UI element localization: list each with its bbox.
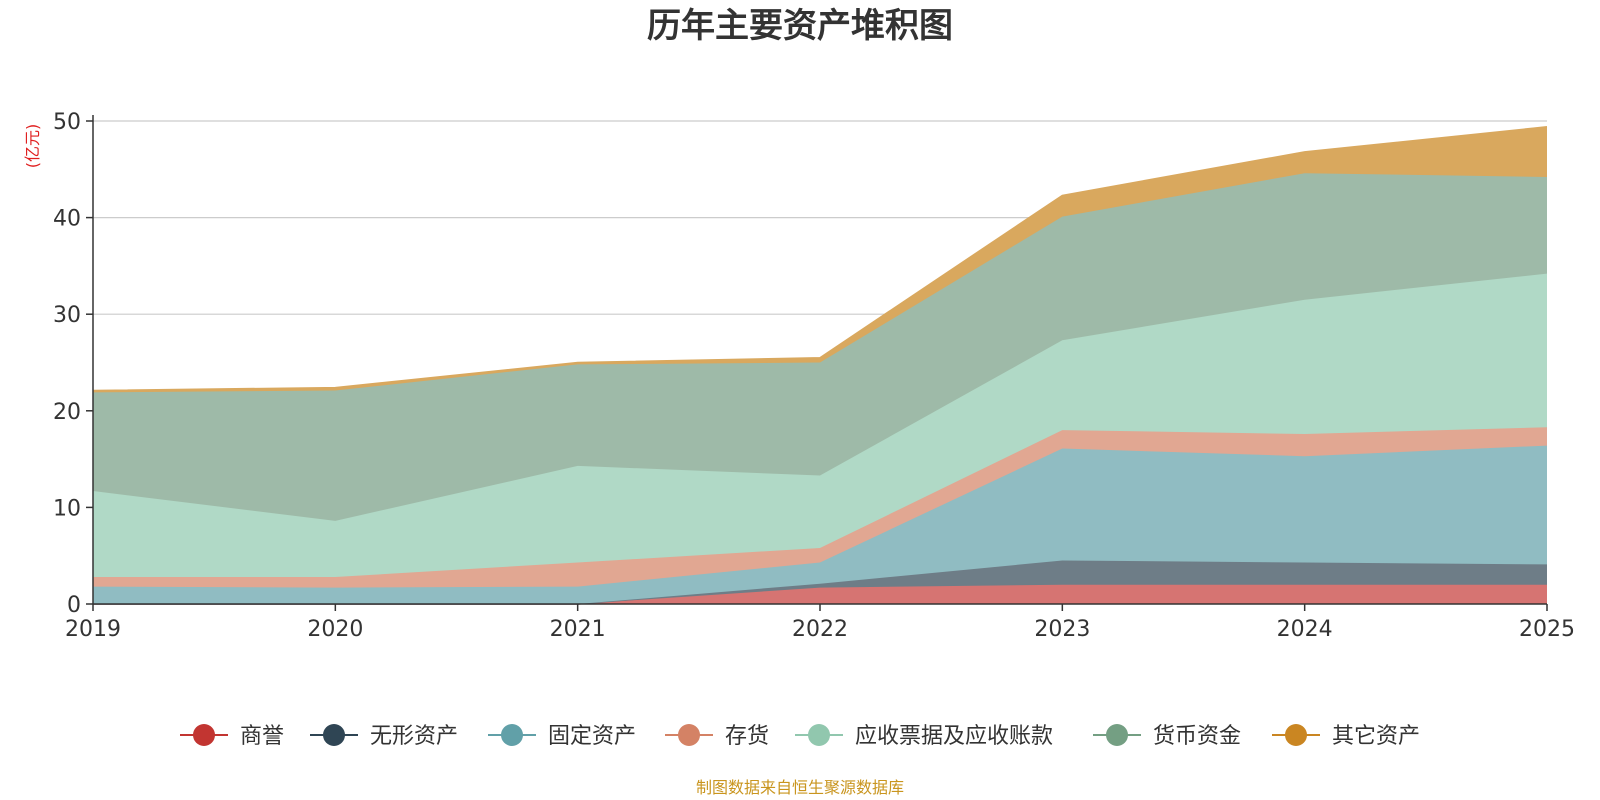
legend-marker-0 [193, 724, 215, 746]
y-tick-label-40: 40 [53, 207, 81, 232]
x-tick-label-2022: 2022 [792, 617, 848, 642]
legend-label-5: 货币资金 [1153, 724, 1241, 749]
y-tick-label-50: 50 [53, 110, 81, 135]
legend-item-1[interactable]: 无形资产 [310, 724, 458, 749]
legend-marker-5 [1106, 724, 1128, 746]
legend-item-2[interactable]: 固定资产 [488, 724, 636, 749]
legend-item-3[interactable]: 存货 [665, 724, 769, 749]
area-series-3 [93, 427, 1547, 588]
legend-marker-3 [678, 724, 700, 746]
area-edge-series-6 [92, 126, 1548, 392]
legend-label-3: 存货 [725, 724, 769, 749]
legend-label-2: 固定资产 [548, 724, 636, 749]
legend-item-5[interactable]: 货币资金 [1093, 724, 1241, 749]
legend-item-4[interactable]: 应收票据及应收账款 [795, 724, 1053, 749]
legend-marker-1 [323, 724, 345, 746]
y-axis-unit-label: (亿元) [23, 124, 42, 169]
y-tick-label-0: 0 [67, 593, 81, 618]
x-tick-label-2023: 2023 [1034, 617, 1090, 642]
legend-item-0[interactable]: 商誉 [180, 724, 284, 749]
legend-label-4: 应收票据及应收账款 [855, 724, 1053, 749]
area-series-6 [93, 126, 1547, 393]
legend-label-0: 商誉 [240, 724, 284, 749]
area-series-1 [93, 560, 1547, 604]
x-tick-label-2021: 2021 [550, 617, 606, 642]
y-tick-label-30: 30 [53, 303, 81, 328]
x-tick-label-2025: 2025 [1519, 617, 1575, 642]
y-tick-label-10: 10 [53, 496, 81, 521]
legend-item-6[interactable]: 其它资产 [1272, 724, 1420, 749]
x-tick-label-2024: 2024 [1277, 617, 1333, 642]
legend-marker-6 [1285, 724, 1307, 746]
area-series-5 [93, 173, 1547, 521]
x-tick-label-2020: 2020 [307, 617, 363, 642]
legend-marker-2 [501, 724, 523, 746]
axes: 0 10 20 30 40 50 2019 2020 2021 2022 2023 2024 2025 [53, 110, 1575, 642]
x-tick-label-2019: 2019 [65, 617, 121, 642]
legend-marker-4 [808, 724, 830, 746]
legend[interactable]: 商誉 无形资产 固定资产 存货 应收票据及应收账款 货币资金 其它资产 [180, 724, 1420, 749]
legend-label-1: 无形资产 [370, 724, 458, 749]
chart-title: 历年主要资产堆积图 [647, 6, 953, 46]
area-series-4 [93, 273, 1547, 577]
area-series-0 [93, 584, 1547, 604]
stacked-areas [92, 126, 1548, 605]
area-series-2 [93, 445, 1547, 604]
data-source-note: 制图数据来自恒生聚源数据库 [696, 778, 904, 797]
y-tick-label-20: 20 [53, 400, 81, 425]
legend-label-6: 其它资产 [1332, 724, 1420, 749]
